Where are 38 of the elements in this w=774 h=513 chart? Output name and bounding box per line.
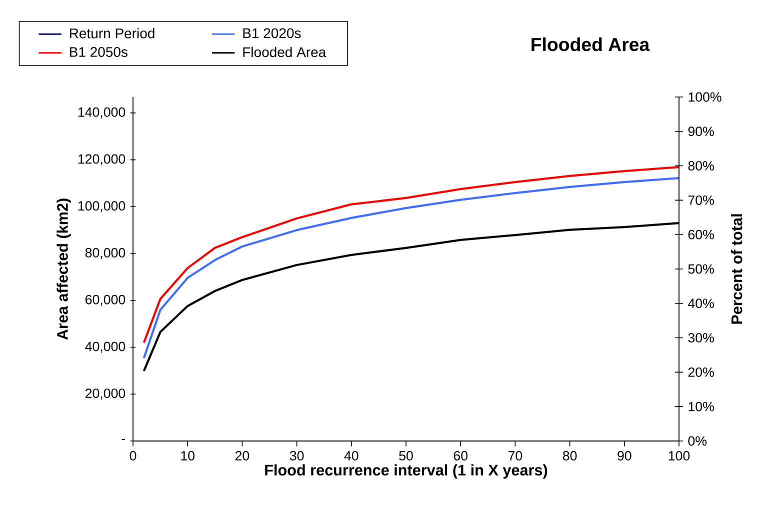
chart-title: Flooded Area <box>532 37 650 52</box>
y2-tick-label: 30% <box>688 333 714 342</box>
y2-tick-label: 0% <box>688 436 707 446</box>
x-tick-label: 20 <box>235 451 250 460</box>
y-tick-label: 120,000 <box>78 154 126 166</box>
legend-label: B1 2050s <box>70 47 128 57</box>
y2-tick-label: 90% <box>688 126 714 136</box>
y2-tick-label: 10% <box>688 402 714 412</box>
y-tick-label: 100,000 <box>78 201 126 212</box>
y-tick-label: 140,000 <box>78 107 126 118</box>
y2-tick-label: 70% <box>688 195 714 205</box>
x-tick-label: 100 <box>668 451 690 460</box>
y-axis-title: Area affected (km2) <box>56 198 71 340</box>
x-tick-label: 50 <box>399 451 413 460</box>
y2-tick-label: 50% <box>688 264 714 274</box>
x-axis-title: Flood recurrence interval (1 in X years) <box>265 464 548 479</box>
y2-tick-label: 80% <box>688 161 714 171</box>
legend-label: Return Period <box>70 28 154 38</box>
x-tick-label: 90 <box>618 451 632 460</box>
y-tick-label: - <box>122 438 126 440</box>
y2-tick-label: 40% <box>688 298 714 308</box>
y2-tick-label: 20% <box>688 367 714 377</box>
y2-axis-title: Percent of total <box>730 214 742 324</box>
x-tick-label: 60 <box>454 451 468 460</box>
x-tick-label: 30 <box>290 451 304 460</box>
y-tick-label: 20,000 <box>86 388 126 400</box>
x-tick-label: 40 <box>344 451 358 460</box>
x-tick-label: 0 <box>130 451 136 460</box>
y2-tick-label: 60% <box>688 230 714 240</box>
legend-label: B1 2020s <box>243 28 301 38</box>
y-tick-label: 60,000 <box>86 294 126 306</box>
y-tick-label: 80,000 <box>85 248 126 260</box>
y-tick-label: 40,000 <box>85 342 126 353</box>
y2-tick-label: 100% <box>688 92 722 102</box>
x-tick-label: 70 <box>508 451 522 460</box>
x-tick-label: 10 <box>181 451 195 460</box>
x-tick-label: 80 <box>562 451 577 460</box>
legend-label: Flooded Area <box>243 46 326 58</box>
